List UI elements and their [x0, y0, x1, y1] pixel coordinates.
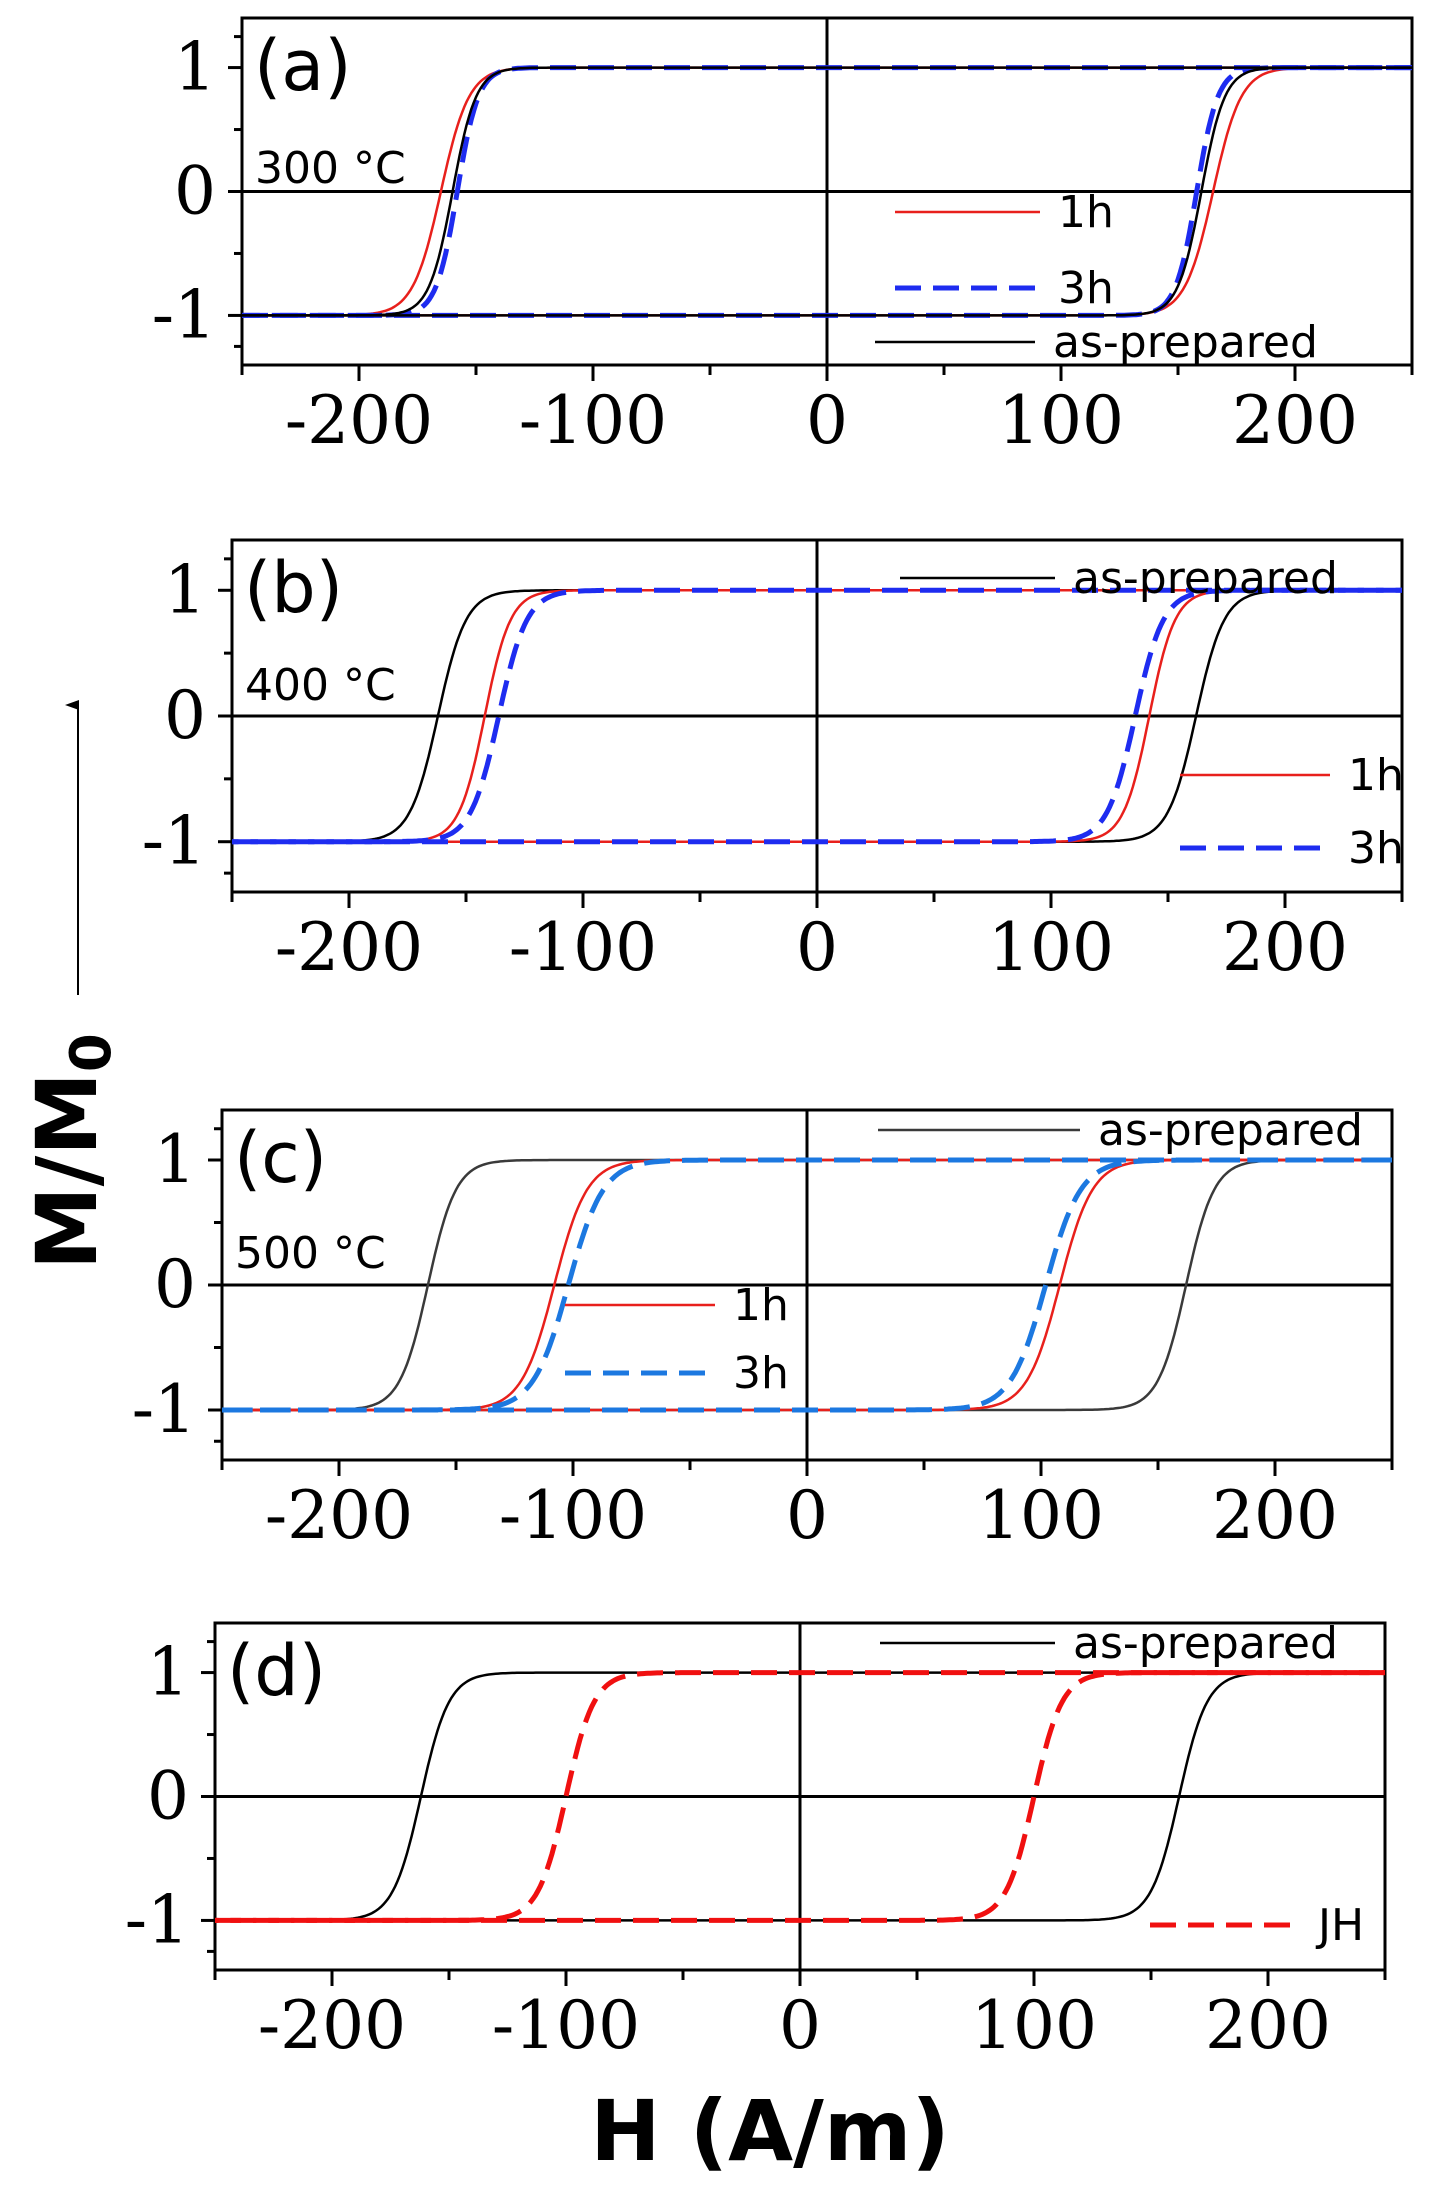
- legend-label-jh: JH: [1315, 1900, 1364, 1951]
- series-as-prepared-descending-branch: [242, 66, 1412, 317]
- x-tick-label: 100: [971, 1987, 1097, 2064]
- legend-label-1h: 1h: [1348, 750, 1404, 801]
- series-3h-ascending-branch: [232, 587, 1402, 845]
- y-tick-label: 1: [154, 1121, 196, 1198]
- panel-label: (c): [234, 1117, 327, 1199]
- x-tick-label: -200: [285, 382, 433, 459]
- legend-label-1h: 1h: [733, 1280, 789, 1331]
- x-tick-label: -200: [265, 1477, 413, 1554]
- x-tick-label: -200: [258, 1987, 406, 2064]
- x-tick-label: 100: [978, 1477, 1104, 1554]
- x-tick-label: 0: [786, 1477, 828, 1554]
- x-tick-label: -200: [275, 909, 423, 986]
- series-jh-ascending-branch: [215, 1670, 1385, 1923]
- legend-label-3h: 3h: [1348, 823, 1404, 874]
- y-tick-label: 1: [147, 1634, 189, 1711]
- panel-label: (a): [254, 25, 352, 107]
- legend-label-as-prepared: as-prepared: [1053, 317, 1318, 368]
- series-3h-ascending-branch: [222, 1157, 1392, 1413]
- x-tick-label: -100: [492, 1987, 640, 2064]
- x-tick-label: -100: [519, 382, 667, 459]
- legend: as-prepared 1h 3h: [565, 1105, 1363, 1399]
- x-tick-label: 100: [998, 382, 1124, 459]
- y-tick-label: 0: [164, 677, 206, 754]
- x-tick-label: 100: [988, 909, 1114, 986]
- x-axis-title: H (A/m): [590, 2082, 950, 2180]
- x-tick-label: 200: [1205, 1987, 1331, 2064]
- x-tick-label: 0: [806, 382, 848, 459]
- x-tick-label: 200: [1222, 909, 1348, 986]
- temperature-label: 400 °C: [245, 660, 396, 711]
- panel-label: (d): [227, 1630, 326, 1712]
- series-jh-descending-branch: [215, 1670, 1385, 1923]
- panel-a: -200 -100 0 100 200 1 0 -1 (a) 300 °C 1h 3has-prepa…: [152, 16, 1414, 459]
- panel-b: -200 -100 0 100 200 1 0 -1 (b) 400 °C as-prepared 1…: [142, 538, 1404, 986]
- y-tick-label: 0: [147, 1758, 189, 1835]
- y-axis-title-subscript: 0: [59, 1033, 124, 1072]
- y-axis-title: M/M0: [18, 1033, 124, 1270]
- legend-label-as-prepared: as-prepared: [1098, 1105, 1363, 1156]
- legend-label-as-prepared: as-prepared: [1073, 553, 1338, 604]
- x-tick-label: 200: [1212, 1477, 1338, 1554]
- y-axis-title-main: M/M: [18, 1072, 116, 1270]
- y-tick-label: -1: [142, 803, 206, 880]
- x-tick-label: 200: [1232, 382, 1358, 459]
- y-tick-label: 0: [154, 1246, 196, 1323]
- temperature-label: 500 °C: [235, 1228, 386, 1279]
- legend-label-3h: 3h: [1058, 263, 1114, 314]
- y-tick-label: 1: [174, 29, 216, 106]
- legend-label-1h: 1h: [1058, 187, 1114, 238]
- series-as-prepared-ascending-branch: [242, 66, 1412, 317]
- legend: as-prepared JH: [880, 1618, 1364, 1951]
- temperature-label: 300 °C: [255, 143, 406, 194]
- panel-label: (b): [244, 547, 343, 629]
- x-tick-label: 0: [796, 909, 838, 986]
- legend-label-as-prepared: as-prepared: [1073, 1618, 1338, 1669]
- panel-d: -200 -100 0 100 200 1 0 -1 (d) as-prepared JH: [125, 1618, 1387, 2064]
- y-tick-label: -1: [125, 1881, 189, 1958]
- y-tick-label: -1: [152, 276, 216, 353]
- y-tick-label: 1: [164, 551, 206, 628]
- legend-label-3h: 3h: [733, 1348, 789, 1399]
- x-tick-label: -100: [499, 1477, 647, 1554]
- panel-c: -200 -100 0 100 200 1 0 -1 (c) 500 °C as-prepared 1…: [132, 1105, 1394, 1554]
- x-tick-label: -100: [509, 909, 657, 986]
- legend: as-prepared 1h 3h: [900, 553, 1404, 874]
- x-tick-label: 0: [779, 1987, 821, 2064]
- y-tick-label: -1: [132, 1371, 196, 1448]
- y-tick-label: 0: [174, 153, 216, 230]
